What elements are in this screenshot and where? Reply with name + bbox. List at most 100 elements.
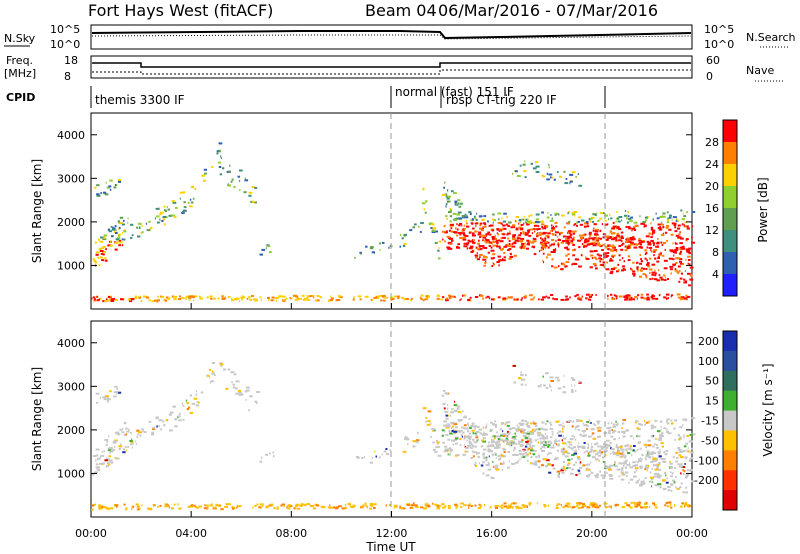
data-point <box>615 239 618 242</box>
data-point <box>471 450 474 453</box>
data-point <box>162 424 166 427</box>
data-point <box>141 224 143 227</box>
data-point <box>91 473 95 476</box>
data-point <box>458 431 461 434</box>
data-point <box>211 372 215 375</box>
data-point <box>464 415 467 418</box>
data-point <box>517 426 520 429</box>
data-point <box>495 464 499 467</box>
data-point <box>467 242 470 244</box>
data-point <box>631 229 633 232</box>
nsky-trace <box>91 30 692 40</box>
data-point <box>586 243 591 246</box>
data-point <box>646 450 650 453</box>
data-point <box>216 152 219 155</box>
data-point <box>664 279 667 281</box>
data-point <box>638 478 640 481</box>
data-point <box>636 261 639 264</box>
data-point <box>582 422 584 425</box>
data-point <box>443 420 447 423</box>
data-point <box>507 249 510 251</box>
data-point <box>665 481 669 484</box>
data-point <box>485 464 490 466</box>
data-point <box>515 428 518 431</box>
data-point <box>505 439 509 442</box>
data-point <box>560 469 564 472</box>
data-point <box>135 440 137 443</box>
data-point <box>519 444 521 447</box>
data-point <box>457 211 462 214</box>
data-point <box>542 227 547 230</box>
data-point <box>99 462 102 465</box>
data-point <box>524 451 527 454</box>
data-point <box>480 294 484 297</box>
data-point <box>513 242 517 245</box>
data-point <box>427 295 430 298</box>
data-point <box>366 506 368 509</box>
data-point <box>633 246 638 249</box>
data-point <box>448 297 452 299</box>
data-point <box>545 225 548 228</box>
data-point <box>617 269 620 272</box>
data-point <box>648 420 651 423</box>
data-point <box>596 242 600 245</box>
data-point <box>660 278 664 281</box>
data-point <box>466 247 469 250</box>
data-point <box>153 504 155 507</box>
colorbar-tick-label: -100 <box>694 454 719 467</box>
data-point <box>118 445 123 448</box>
data-point <box>92 258 95 261</box>
data-point <box>167 298 170 301</box>
data-point <box>288 504 291 507</box>
data-point <box>556 449 559 452</box>
data-point <box>633 221 638 224</box>
data-point <box>451 408 454 411</box>
data-point <box>687 447 689 450</box>
data-point <box>615 237 617 240</box>
data-point <box>453 432 456 435</box>
data-point <box>561 471 565 474</box>
data-point <box>171 507 175 510</box>
data-point <box>501 504 504 507</box>
data-point <box>629 448 633 451</box>
data-point <box>542 259 544 262</box>
data-point <box>572 254 576 257</box>
data-point <box>586 222 589 225</box>
data-point <box>253 298 257 301</box>
data-point <box>644 216 648 219</box>
data-point <box>625 226 627 228</box>
data-point <box>177 415 181 418</box>
data-point <box>113 391 118 394</box>
data-point <box>537 385 542 388</box>
data-point <box>163 209 167 212</box>
data-point <box>117 239 121 242</box>
data-point <box>194 295 198 298</box>
data-point <box>528 294 533 297</box>
data-point <box>576 221 578 224</box>
data-point <box>647 243 652 246</box>
data-point <box>542 246 547 249</box>
data-point <box>492 213 495 216</box>
data-point <box>688 460 692 462</box>
data-point <box>522 505 526 507</box>
nsearch-tick-bottom: 10^0 <box>704 38 734 51</box>
data-point <box>470 219 474 222</box>
data-point <box>604 467 607 470</box>
data-point <box>576 293 579 296</box>
data-point <box>486 295 490 298</box>
data-point <box>683 224 686 227</box>
data-point <box>125 507 128 510</box>
data-point <box>567 505 571 508</box>
data-point <box>657 237 659 240</box>
data-point <box>123 433 127 436</box>
data-point <box>302 299 306 302</box>
data-point <box>670 475 673 478</box>
data-point <box>685 442 689 445</box>
data-point <box>675 486 677 489</box>
data-point <box>632 272 636 275</box>
data-point <box>452 428 455 431</box>
data-point <box>424 503 429 506</box>
data-point <box>666 430 670 433</box>
data-point <box>644 482 646 485</box>
data-point <box>640 269 643 272</box>
